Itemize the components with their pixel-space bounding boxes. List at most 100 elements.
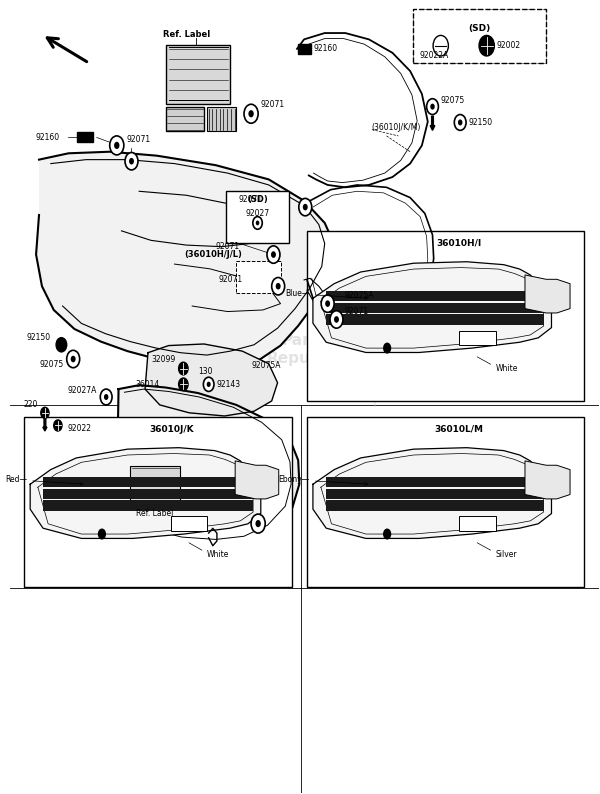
FancyBboxPatch shape	[208, 107, 236, 131]
Bar	[43, 500, 253, 511]
FancyArrow shape	[43, 419, 47, 431]
Text: 92071: 92071	[215, 242, 239, 251]
Text: Ref. Label: Ref. Label	[163, 30, 210, 39]
Circle shape	[276, 283, 281, 290]
Circle shape	[454, 114, 466, 130]
Text: 92071: 92071	[126, 134, 151, 144]
Text: 92150: 92150	[469, 118, 493, 127]
Circle shape	[54, 420, 62, 431]
Text: Blue—: Blue—	[286, 290, 368, 299]
Text: 92071: 92071	[218, 276, 242, 284]
Circle shape	[129, 158, 134, 164]
Circle shape	[458, 119, 463, 125]
Circle shape	[71, 356, 76, 362]
Bar	[298, 44, 311, 54]
Text: 92071: 92071	[239, 195, 263, 204]
Text: 92160: 92160	[35, 133, 59, 142]
Circle shape	[98, 529, 106, 540]
FancyBboxPatch shape	[307, 417, 584, 587]
Text: Parts
Republik: Parts Republik	[266, 333, 341, 366]
Text: 92150: 92150	[26, 333, 51, 342]
Text: 32099: 32099	[151, 355, 176, 364]
Text: 36010J/K: 36010J/K	[149, 425, 194, 434]
Circle shape	[383, 529, 391, 540]
Text: 92022A: 92022A	[419, 51, 448, 60]
Circle shape	[179, 378, 188, 391]
Text: (36010H/J/L): (36010H/J/L)	[184, 250, 242, 259]
Text: 92071: 92071	[344, 307, 368, 316]
Text: 92075: 92075	[441, 96, 465, 105]
Text: (SD): (SD)	[468, 24, 490, 33]
Text: Red—: Red—	[5, 476, 83, 485]
Circle shape	[206, 382, 211, 387]
Circle shape	[427, 98, 439, 114]
Text: 36014: 36014	[136, 380, 160, 389]
Text: Ref. Label: Ref. Label	[136, 509, 173, 518]
Circle shape	[253, 217, 262, 229]
Text: 92075A: 92075A	[344, 291, 374, 300]
Circle shape	[256, 221, 259, 225]
Text: 92027: 92027	[245, 209, 269, 218]
FancyArrow shape	[430, 116, 435, 130]
Text: 92027A: 92027A	[67, 386, 97, 395]
Circle shape	[100, 389, 112, 405]
FancyBboxPatch shape	[166, 45, 230, 104]
FancyBboxPatch shape	[413, 10, 545, 63]
Text: Silver: Silver	[496, 550, 517, 559]
Circle shape	[325, 300, 330, 307]
Bar	[326, 291, 544, 301]
Polygon shape	[30, 448, 261, 538]
Circle shape	[330, 310, 343, 328]
Bar	[77, 132, 92, 142]
Circle shape	[203, 377, 214, 391]
Bar	[43, 477, 253, 488]
Bar	[326, 303, 544, 313]
Bar	[326, 500, 544, 511]
Text: White: White	[496, 364, 518, 373]
Text: 220: 220	[23, 400, 38, 410]
Text: 130: 130	[198, 367, 212, 376]
Circle shape	[104, 394, 109, 400]
Circle shape	[272, 278, 284, 295]
Text: 92002: 92002	[496, 41, 520, 50]
FancyBboxPatch shape	[24, 417, 292, 587]
Text: 92075: 92075	[40, 360, 64, 369]
Text: 92071: 92071	[260, 100, 284, 109]
Text: 92022: 92022	[67, 424, 91, 434]
Circle shape	[248, 110, 254, 118]
Bar	[326, 314, 544, 325]
Circle shape	[479, 36, 494, 56]
Circle shape	[383, 342, 391, 353]
Polygon shape	[145, 344, 278, 416]
Circle shape	[267, 246, 280, 264]
Circle shape	[251, 514, 265, 533]
Bar	[171, 516, 207, 531]
Circle shape	[303, 204, 308, 210]
Text: (36010J/K/M): (36010J/K/M)	[372, 124, 421, 133]
Circle shape	[110, 136, 124, 155]
Circle shape	[179, 362, 188, 375]
Text: 36010L/M: 36010L/M	[435, 425, 484, 434]
Polygon shape	[313, 448, 551, 538]
Circle shape	[125, 152, 138, 170]
Text: White: White	[207, 550, 229, 559]
Circle shape	[114, 142, 119, 149]
Circle shape	[430, 103, 435, 110]
Circle shape	[321, 295, 334, 312]
Circle shape	[244, 104, 258, 123]
Polygon shape	[36, 152, 334, 369]
Bar	[43, 488, 253, 499]
Circle shape	[56, 337, 67, 352]
Polygon shape	[313, 262, 551, 353]
Circle shape	[299, 198, 312, 216]
Text: 36010H/I: 36010H/I	[437, 239, 482, 248]
Text: 92143: 92143	[217, 380, 241, 389]
Circle shape	[433, 36, 448, 56]
Circle shape	[271, 251, 276, 258]
Circle shape	[256, 520, 261, 527]
Text: Ebony—: Ebony—	[279, 476, 368, 485]
FancyBboxPatch shape	[130, 466, 181, 504]
FancyBboxPatch shape	[236, 261, 281, 292]
Polygon shape	[117, 385, 299, 543]
Text: 92160: 92160	[314, 44, 338, 53]
